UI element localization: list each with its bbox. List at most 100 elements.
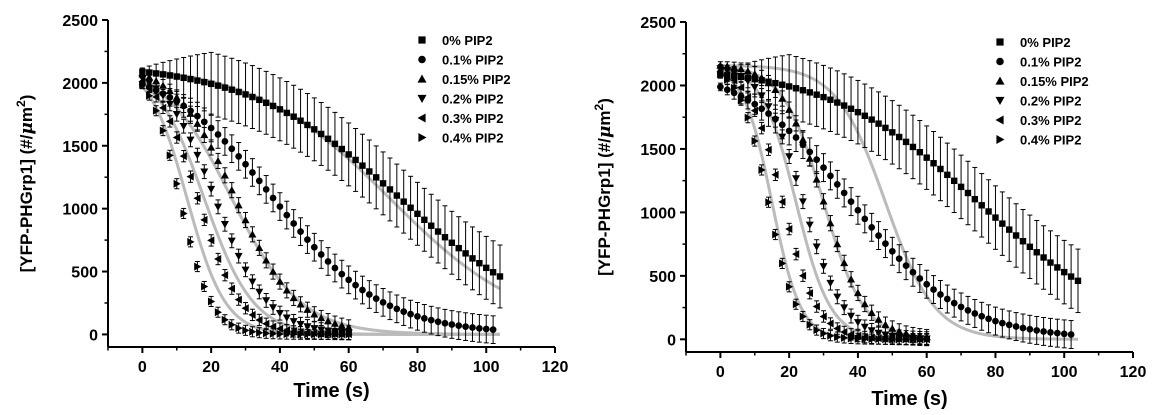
- data-point: [269, 304, 278, 312]
- data-point: [744, 113, 752, 122]
- data-point: [833, 293, 842, 301]
- data-point: [847, 312, 856, 320]
- left-chart: 0 20 40 60 80 100 120 0 500 1000 1500 2000 2500 Time …: [14, 13, 568, 402]
- data-point: [172, 111, 181, 119]
- data-point: [214, 255, 222, 264]
- data-point: [152, 106, 161, 115]
- legend-label-5: 0.4% PIP2: [1020, 133, 1081, 148]
- data-point: [234, 201, 243, 209]
- data-point: [847, 275, 856, 283]
- legend-marker-1: [996, 57, 1004, 66]
- data-point: [737, 83, 745, 92]
- data-point: [407, 310, 414, 318]
- data-point: [242, 326, 250, 335]
- data-point: [193, 194, 201, 203]
- data-point: [874, 315, 883, 323]
- x-tick-label: 60: [340, 359, 358, 376]
- data-point: [187, 75, 194, 83]
- x-tick-label: 100: [1051, 364, 1078, 381]
- legend-label-4: 0.3% PIP2: [1020, 113, 1081, 128]
- data-point: [448, 239, 456, 246]
- data-point: [379, 180, 387, 187]
- data-point: [469, 324, 476, 331]
- data-point: [275, 277, 284, 285]
- data-point: [283, 109, 290, 117]
- data-point: [297, 330, 305, 339]
- data-point: [146, 91, 154, 100]
- data-point: [275, 309, 284, 318]
- data-point: [895, 335, 904, 344]
- data-point: [207, 185, 216, 194]
- data-point: [214, 156, 223, 165]
- x-ticks: 0 20 40 60 80 100 120: [685, 352, 1147, 381]
- y-axis-title-close: ): [17, 95, 36, 101]
- data-point: [386, 186, 394, 193]
- data-point: [971, 310, 979, 317]
- data-point: [345, 276, 353, 284]
- data-point: [916, 335, 924, 344]
- x-tick-label: 80: [409, 359, 427, 376]
- data-point: [359, 286, 366, 294]
- data-point: [985, 315, 992, 323]
- data-point: [207, 124, 215, 132]
- x-tick-label: 100: [473, 359, 500, 376]
- data-point: [840, 327, 848, 336]
- data-point: [289, 293, 298, 302]
- x-tick-label: 0: [138, 359, 147, 376]
- data-point: [152, 70, 160, 77]
- data-point: [207, 297, 216, 306]
- data-point: [255, 315, 263, 324]
- legend-marker-1: [418, 55, 426, 64]
- data-point: [214, 203, 223, 211]
- x-tick-label: 0: [716, 364, 725, 381]
- data-point: [771, 170, 779, 179]
- data-point: [276, 106, 284, 113]
- data-point: [792, 134, 800, 141]
- data-point: [139, 80, 147, 89]
- data-point: [393, 192, 401, 199]
- data-point: [840, 333, 849, 342]
- data-point: [867, 308, 876, 316]
- data-point: [173, 179, 181, 188]
- data-point: [228, 320, 236, 329]
- data-point: [194, 77, 201, 84]
- data-point: [992, 214, 999, 221]
- y-axis-title-mu: μ: [595, 126, 615, 138]
- data-point: [214, 82, 222, 89]
- data-point: [785, 282, 794, 291]
- data-point: [214, 308, 223, 317]
- x-tick-label: 120: [1120, 364, 1147, 381]
- data-point: [207, 143, 216, 151]
- data-point: [414, 210, 421, 218]
- data-point: [256, 96, 263, 104]
- data-point: [165, 86, 174, 95]
- data-point: [757, 73, 766, 82]
- data-point: [1067, 273, 1075, 280]
- data-point: [779, 81, 786, 88]
- data-point: [393, 305, 401, 313]
- data-point: [249, 169, 256, 176]
- data-point: [1047, 259, 1054, 266]
- legend-label-1: 0.1% PIP2: [442, 53, 503, 68]
- data-point: [400, 198, 407, 205]
- data-point: [379, 298, 387, 306]
- data-point: [819, 312, 827, 321]
- data-point: [840, 102, 848, 109]
- data-point: [951, 177, 958, 185]
- legend-label-1: 0.1% PIP2: [1020, 55, 1081, 70]
- data-point: [276, 329, 284, 338]
- data-point: [145, 84, 153, 93]
- data-point: [172, 133, 180, 142]
- data-point: [372, 295, 380, 302]
- y-tick-label: 1500: [62, 139, 98, 156]
- data-point: [895, 255, 903, 263]
- data-point: [165, 117, 174, 126]
- x-tick-label: 40: [849, 364, 867, 381]
- data-point: [819, 263, 828, 271]
- data-point: [152, 92, 160, 101]
- data-point: [311, 126, 318, 133]
- data-point: [798, 135, 807, 143]
- data-point: [248, 278, 257, 286]
- data-point: [304, 330, 312, 339]
- data-point: [840, 189, 848, 197]
